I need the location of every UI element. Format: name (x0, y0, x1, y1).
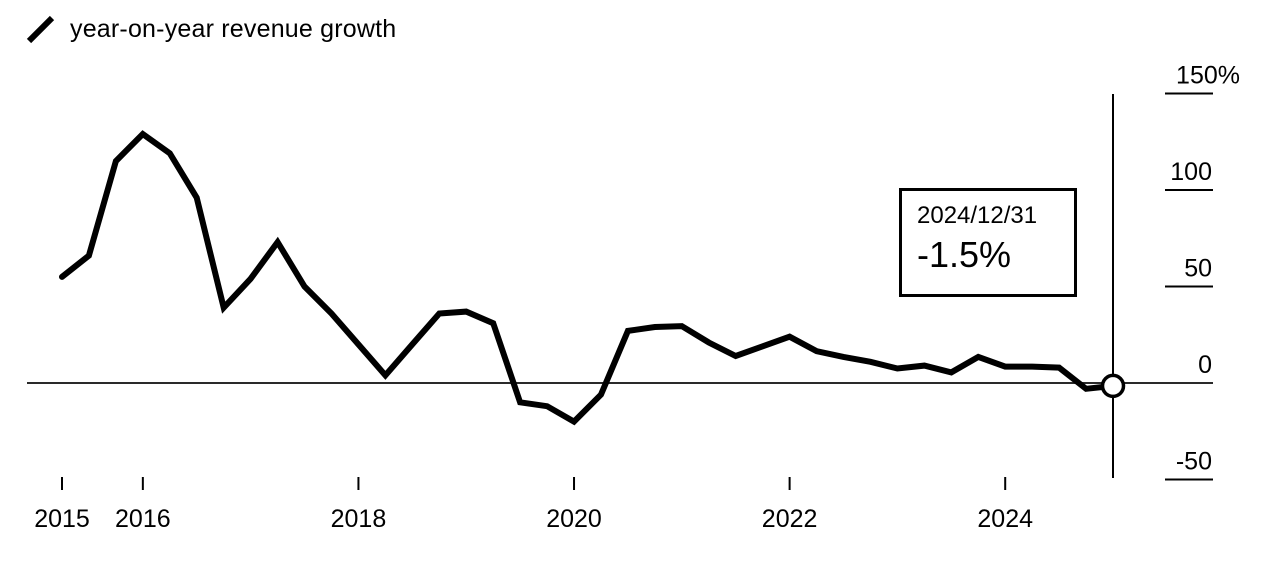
y-axis-tick-label: -50 (1176, 448, 1212, 476)
tooltip-date: 2024/12/31 (917, 202, 1038, 229)
x-axis-tick-label: 2016 (115, 505, 171, 533)
data-tooltip: 2024/12/31 -1.5% (899, 188, 1077, 297)
line-slash-icon (25, 13, 57, 45)
x-axis-tick-label: 2024 (977, 505, 1033, 533)
x-axis-tick-label: 2022 (762, 505, 818, 533)
legend-series-label: year-on-year revenue growth (70, 14, 397, 43)
revenue-growth-line[interactable] (59, 130, 1116, 426)
x-axis-tick-label: 2018 (331, 505, 387, 533)
y-axis-tick-label: 100 (1170, 158, 1212, 186)
y-axis-tick-label: 50 (1184, 255, 1212, 283)
y-axis-tick-label: 0 (1198, 351, 1212, 379)
x-axis-tick-label: 2020 (546, 505, 602, 533)
y-axis-tick-label: 150% (1176, 62, 1240, 90)
x-axis-tick-label: 2015 (34, 505, 90, 533)
tooltip-value: -1.5% (917, 234, 1012, 275)
chart-legend: year-on-year revenue growth (25, 13, 396, 45)
last-point-marker[interactable] (1100, 373, 1126, 399)
